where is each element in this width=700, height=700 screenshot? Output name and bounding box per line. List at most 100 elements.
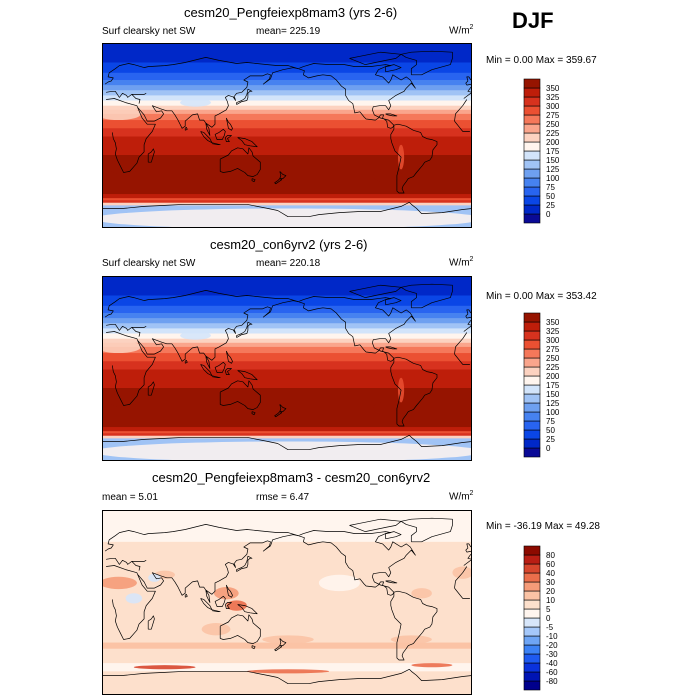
coastline xyxy=(390,590,438,661)
coastline xyxy=(400,50,453,76)
field-band xyxy=(103,128,471,137)
panel-1-variable-label: Surf clearsky net SW xyxy=(102,26,196,37)
field-band xyxy=(103,434,471,439)
panel-2-variable-label: Surf clearsky net SW xyxy=(102,258,196,269)
panel-3-rmse-label: rmse = 6.47 xyxy=(256,492,310,503)
coastline xyxy=(274,178,283,185)
colorbar-tick-label: -30 xyxy=(546,650,558,659)
field-patch xyxy=(180,98,211,107)
field-band xyxy=(103,194,471,199)
colorbar-tick-label: 50 xyxy=(546,426,555,435)
field-patch xyxy=(390,635,432,644)
colorbar-tick-label: 175 xyxy=(546,381,560,390)
field-band xyxy=(103,369,471,389)
field-band xyxy=(103,198,471,202)
coastline xyxy=(385,580,398,584)
field-band xyxy=(103,323,471,329)
field-patch xyxy=(148,573,161,582)
field-patch xyxy=(207,166,245,179)
season-label: DJF xyxy=(512,8,554,33)
panel-1-units-label: W/m2 xyxy=(449,24,474,37)
field-band xyxy=(103,318,471,324)
colorbar-box xyxy=(523,626,541,637)
field-band xyxy=(103,642,471,649)
colorbar-tick-label: 30 xyxy=(546,578,555,587)
colorbar-box xyxy=(523,114,541,125)
coastline xyxy=(184,359,188,364)
field-bands xyxy=(103,511,471,694)
colorbar-tick-label: 275 xyxy=(546,111,560,120)
colorbar-box xyxy=(523,123,541,134)
coastline xyxy=(225,350,233,364)
colorbar-box xyxy=(523,590,541,601)
panel-1-map xyxy=(102,43,472,228)
colorbar-box xyxy=(523,141,541,152)
field-band xyxy=(103,328,471,335)
coastline xyxy=(349,284,402,298)
field-band xyxy=(103,333,471,340)
field-band xyxy=(103,295,471,307)
coastline xyxy=(219,147,261,177)
coastline xyxy=(390,356,438,427)
coastline xyxy=(224,602,232,609)
colorbar-tick-label: 125 xyxy=(546,399,560,408)
coastline xyxy=(104,296,471,332)
field-band xyxy=(103,109,471,115)
field-patch xyxy=(214,587,239,600)
colorbar-box xyxy=(523,366,541,377)
colorbar-box xyxy=(523,321,541,332)
coastline xyxy=(137,534,299,603)
colorbar-tick-label: 300 xyxy=(546,336,560,345)
colorbar-box xyxy=(523,78,541,89)
colorbar-box xyxy=(523,644,541,655)
coastline xyxy=(237,604,258,615)
field-band xyxy=(103,431,471,435)
panel-1-min-max: Min = 0.00 Max = 359.67 xyxy=(486,55,597,66)
colorbar-box xyxy=(523,195,541,206)
colorbar-tick-label: -40 xyxy=(546,659,558,668)
field-band xyxy=(103,62,471,74)
colorbar-tick-label: 0 xyxy=(546,614,551,623)
field-band xyxy=(103,427,471,432)
coastline xyxy=(200,598,213,611)
panel-3-min-max: Min = -36.19 Max = 49.28 xyxy=(486,521,600,532)
coastline xyxy=(349,518,402,532)
coastline xyxy=(225,584,233,598)
coastline xyxy=(465,543,471,553)
coastline xyxy=(184,593,188,598)
colorbar-box xyxy=(523,357,541,368)
coastline xyxy=(214,128,226,140)
coastline xyxy=(172,290,299,303)
coastline xyxy=(279,404,287,412)
colorbar-tick-label: 0 xyxy=(546,444,551,453)
field-patch xyxy=(452,566,471,579)
field-band xyxy=(103,85,471,91)
colorbar-box xyxy=(523,411,541,422)
field-band xyxy=(103,79,471,86)
coastline xyxy=(137,300,299,369)
coastline xyxy=(279,638,287,646)
colorbar-box xyxy=(523,653,541,664)
colorbar-box xyxy=(523,662,541,673)
coastline xyxy=(274,645,283,652)
colorbar-box xyxy=(523,105,541,116)
coastline xyxy=(385,113,398,117)
colorbar-box xyxy=(523,87,541,98)
colorbar-box xyxy=(523,348,541,359)
colorbar-box xyxy=(523,599,541,610)
colorbar-box xyxy=(523,635,541,646)
coastline xyxy=(251,645,256,650)
field-patch xyxy=(103,208,471,227)
coastline xyxy=(298,296,416,362)
field-band xyxy=(103,113,471,121)
coastline xyxy=(106,331,470,406)
panel-3-units-label: W/m2 xyxy=(449,490,474,503)
coastline xyxy=(103,434,471,451)
coastline xyxy=(279,171,287,179)
colorbar-box xyxy=(523,581,541,592)
colorbar-tick-label: 80 xyxy=(546,551,555,560)
field-band xyxy=(103,201,471,206)
colorbar-tick-label: 350 xyxy=(546,84,560,93)
panel-2-mean-label: mean= 220.18 xyxy=(256,258,321,269)
colorbar-tick-label: 25 xyxy=(546,435,555,444)
